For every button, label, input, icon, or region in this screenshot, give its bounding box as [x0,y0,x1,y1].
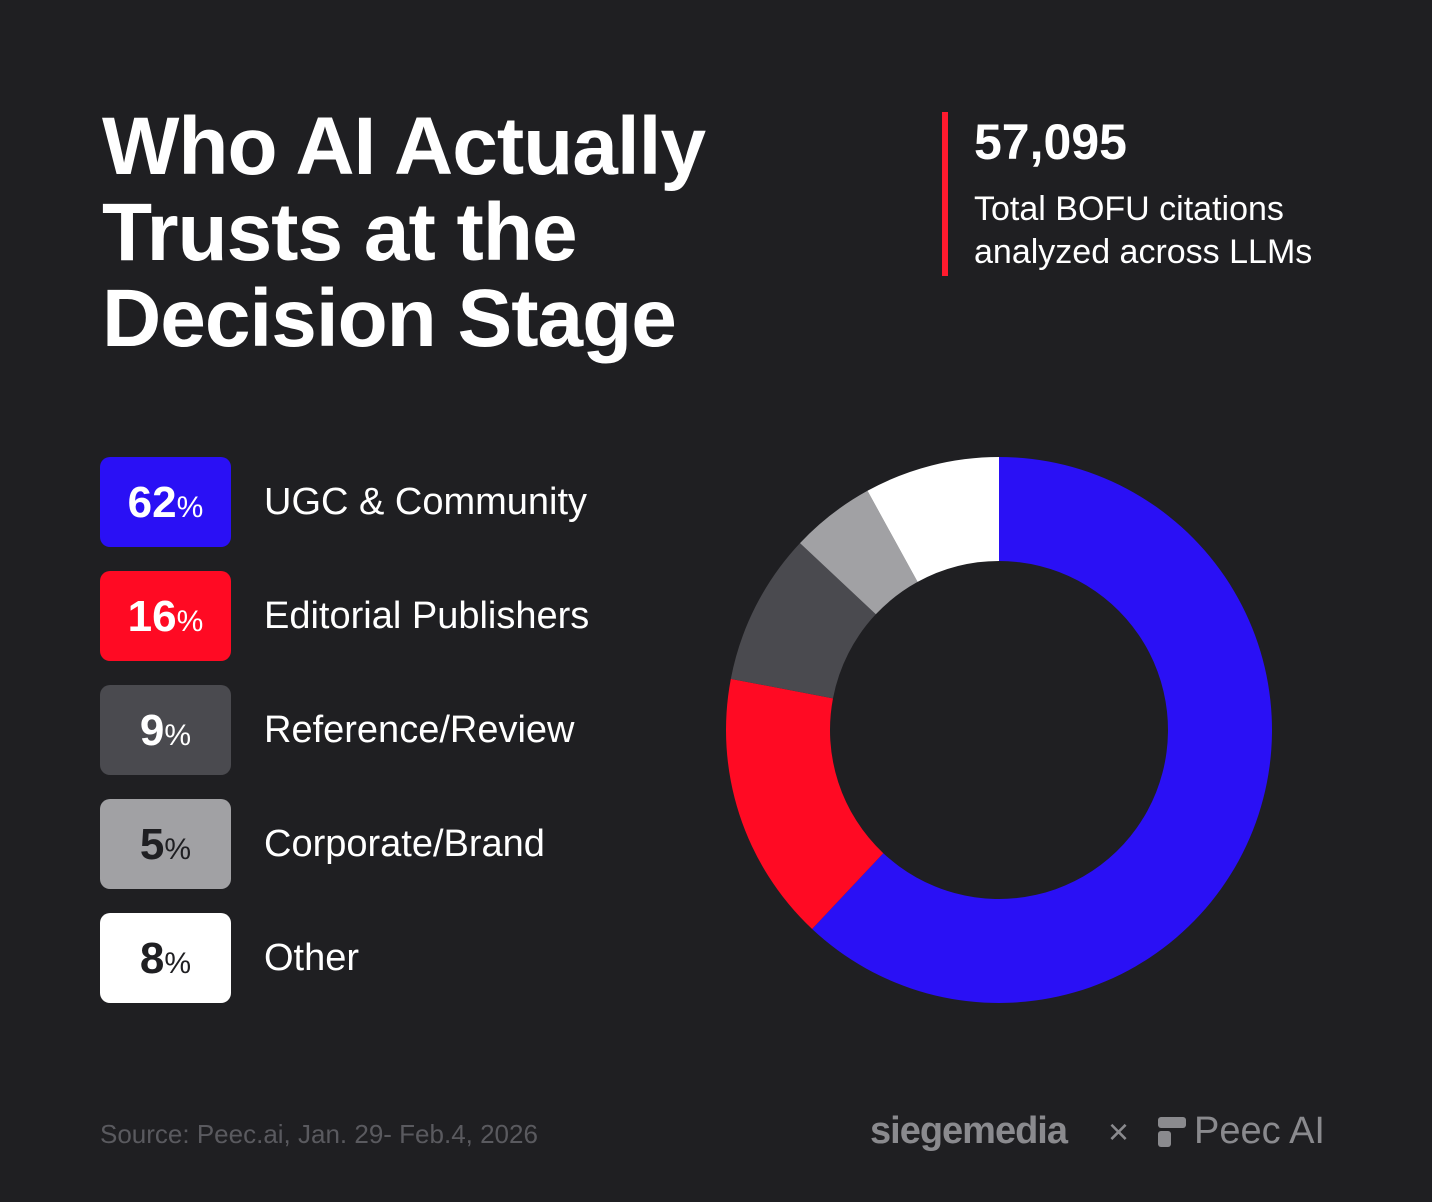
donut-slice-corporate-brand [799,490,918,615]
siegemedia-logo: siegemedia [870,1110,1068,1152]
stat-caption-line-2: analyzed across LLMs [974,233,1313,271]
peec-ai-logo: Peec AI [1194,1110,1325,1152]
donut-chart [726,457,1272,1003]
legend-item: 9% Reference/Review [100,685,589,775]
percent-badge: 8% [100,913,231,1003]
donut-slice-reference-review [730,543,876,699]
title-line-2: Trusts at the [102,187,578,278]
legend-item: 5% Corporate/Brand [100,799,589,889]
percent-value: 16 [127,592,177,641]
percent-value: 9 [139,706,165,755]
donut-slice-ugc-community [812,457,1272,1003]
percent-value: 8 [139,934,165,983]
stat-caption-line-1: Total BOFU citations [974,190,1284,228]
legend-label: Other [264,937,360,979]
percent-sign: % [176,605,204,638]
stat-caption: Total BOFU citations analyzed across LLM… [974,188,1374,274]
percent-badge: 62% [100,457,231,547]
legend-item: 62% UGC & Community [100,457,589,547]
legend-item: 16% Editorial Publishers [100,571,589,661]
brand-separator: × [1108,1111,1130,1152]
percent-sign: % [164,719,192,752]
title-line-1: Who AI Actually [102,101,706,192]
title-line-3: Decision Stage [102,273,677,364]
percent-value: 62 [127,478,177,527]
stat-number: 57,095 [974,114,1127,170]
donut-slice-other [867,457,999,582]
percent-badge: 9% [100,685,231,775]
page-title: Who AI Actually Trusts at the Decision S… [102,104,802,362]
peec-logo-icon [1158,1117,1186,1147]
source-note: Source: Peec.ai, Jan. 29- Feb.4, 2026 [100,1119,538,1149]
legend-item: 8% Other [100,913,589,1003]
percent-sign: % [176,491,204,524]
legend-label: Corporate/Brand [264,823,545,865]
chart-legend: 62% UGC & Community 16% Editorial Publis… [100,457,589,1027]
legend-label: Reference/Review [264,709,575,751]
percent-sign: % [164,833,192,866]
percent-badge: 5% [100,799,231,889]
donut-slice-editorial-publishers [726,678,884,930]
stat-accent-bar [942,112,948,276]
percent-sign: % [164,947,192,980]
percent-value: 5 [139,820,165,869]
percent-badge: 16% [100,571,231,661]
legend-label: Editorial Publishers [264,595,590,637]
legend-label: UGC & Community [264,481,588,523]
